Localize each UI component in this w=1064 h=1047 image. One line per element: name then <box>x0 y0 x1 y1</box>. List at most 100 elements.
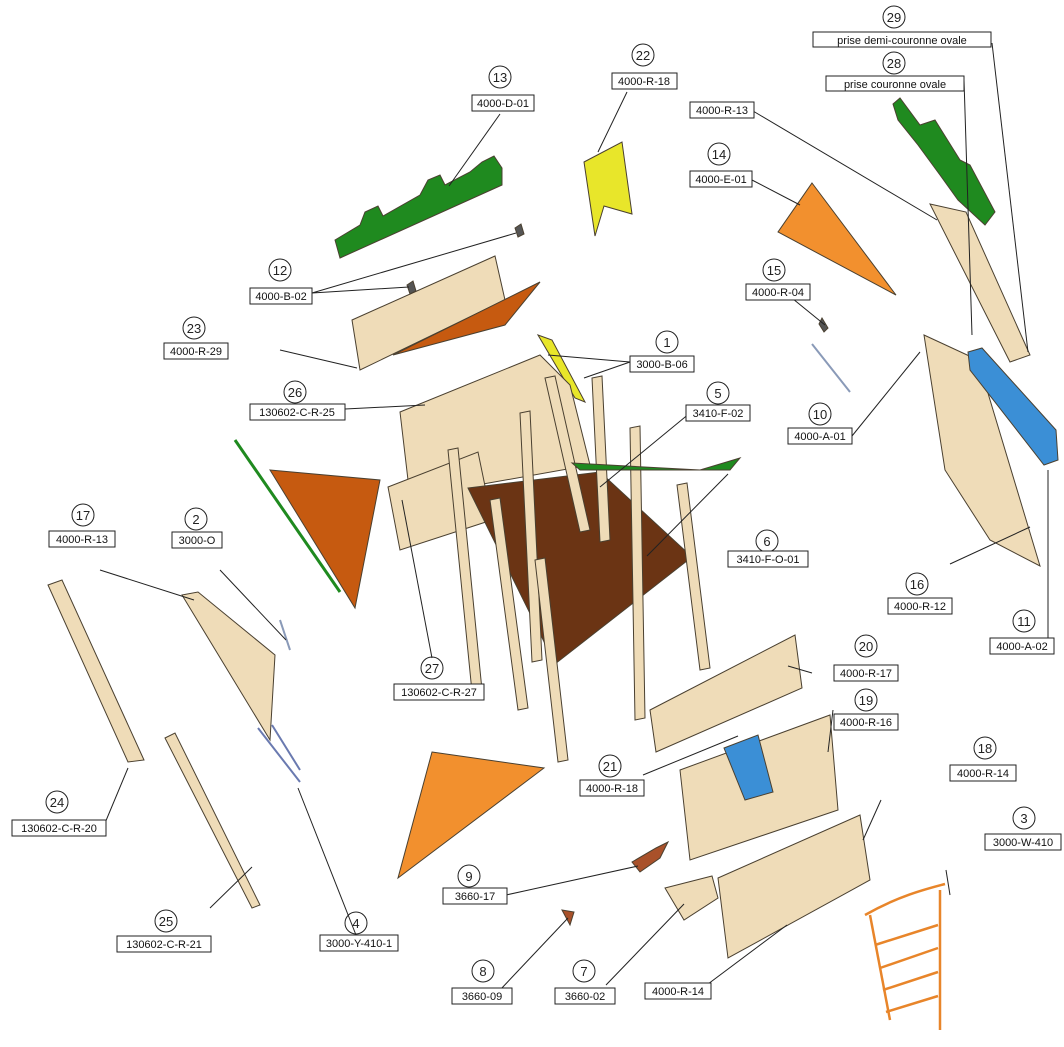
callout-number: 22 <box>636 48 650 63</box>
callout-code: 130602-C-R-21 <box>126 939 202 951</box>
callout-number: 29 <box>887 10 901 25</box>
callout-circle <box>1012 609 1036 633</box>
callout-number: 23 <box>187 321 201 336</box>
part-wood-wall-24 <box>47 579 145 763</box>
callout-box <box>745 283 811 301</box>
callout-code: 4000-R-13 <box>56 534 108 546</box>
callout-21: 21 4000-R-18 <box>579 754 645 797</box>
part-orange-tri-23 <box>392 281 541 356</box>
callout-box <box>833 664 899 682</box>
callout-number: 26 <box>288 385 302 400</box>
callout-number: 27 <box>425 661 439 676</box>
callout-circle <box>655 330 679 354</box>
part-pin-12 <box>406 280 417 295</box>
callout-number: 14 <box>712 147 726 162</box>
part-posts <box>447 375 711 763</box>
callout-12: 12 4000-B-02 <box>249 258 313 305</box>
part-blue-flag-21 <box>723 734 774 801</box>
callout-circle <box>45 790 69 814</box>
callout-code: 4000-R-18 <box>586 783 638 795</box>
callout-box <box>171 531 223 549</box>
callout-code: 4000-A-02 <box>996 641 1047 653</box>
callout-number: 21 <box>603 759 617 774</box>
callout-number: 17 <box>76 508 90 523</box>
callout-box <box>685 404 751 422</box>
callout-code: 130602-C-R-27 <box>401 687 477 699</box>
callout-6: 6 3410-F-O-01 <box>727 529 809 568</box>
callout-25: 25 130602-C-R-21 <box>116 909 212 953</box>
callout-code: 3000-B-06 <box>636 359 687 371</box>
callout-circle <box>488 65 512 89</box>
callout-16: 16 4000-R-12 <box>887 572 953 615</box>
callout-15: 15 4000-R-04 <box>745 258 811 301</box>
part-ladder-3 <box>864 882 946 1030</box>
callout-24: 24 130602-C-R-20 <box>11 790 107 837</box>
callout-box <box>887 597 953 615</box>
callout-5: 5 3410-F-02 <box>685 381 751 422</box>
callout-number: 20 <box>859 639 873 654</box>
callout-box <box>644 982 712 1000</box>
callout-code: 3410-F-O-01 <box>737 554 800 566</box>
callout-code: 4000-R-14 <box>652 986 704 998</box>
callout-code: 4000-R-14 <box>957 768 1009 780</box>
callout-code: 3660-17 <box>455 891 495 903</box>
callout-box <box>442 887 508 905</box>
callout-circle <box>808 402 832 426</box>
part-orange-tri-bottom <box>397 751 546 880</box>
callout-box <box>471 94 535 112</box>
part-wood-wall-25 <box>164 732 261 909</box>
callout-box <box>249 287 313 305</box>
callout-code: 4000-A-01 <box>794 431 845 443</box>
callout-9: 9 3660-17 <box>442 864 508 905</box>
callout-number: 28 <box>887 56 901 71</box>
part-green-crenel-left <box>334 155 503 259</box>
callout-circle <box>344 911 368 935</box>
callout-number: 2 <box>192 512 199 527</box>
callout-29: 29 prise demi-couronne ovale <box>812 5 992 48</box>
callout-8: 8 3660-09 <box>451 959 513 1005</box>
callout-7: 7 3660-02 <box>554 959 616 1005</box>
callout-23: 23 4000-R-29 <box>163 316 229 360</box>
callout-number: 15 <box>767 263 781 278</box>
callout-circle <box>706 381 730 405</box>
part-wood-panel-18 <box>717 814 871 959</box>
callout-number: 19 <box>859 693 873 708</box>
callout-circle <box>457 864 481 888</box>
callout-number: 7 <box>580 964 587 979</box>
callout-number: 16 <box>910 577 924 592</box>
part-wood-beam-20 <box>649 634 803 753</box>
callout-code: 3410-F-02 <box>693 408 744 420</box>
part-blue-panel-11 <box>967 347 1059 466</box>
callout-circle <box>268 258 292 282</box>
part-rod-15 <box>811 343 851 393</box>
part-green-rail-5 <box>570 457 742 471</box>
callout-circle <box>882 5 906 29</box>
part-ladder-small-4 <box>257 724 301 783</box>
callout-box <box>249 403 346 421</box>
part-orange-tri-left <box>269 469 381 610</box>
part-handle-15 <box>818 316 829 333</box>
callout-circle <box>762 258 786 282</box>
callout-box <box>833 713 899 731</box>
callout-22: 22 4000-R-18 <box>611 43 678 90</box>
callout-2: 2 3000-O <box>171 507 223 549</box>
callout-number: 13 <box>493 70 507 85</box>
callout-code: prise demi-couronne ovale <box>837 35 967 47</box>
callout-box <box>727 550 809 568</box>
callout-code: 4000-R-12 <box>894 601 946 613</box>
callout-code: 4000-B-02 <box>255 291 306 303</box>
callout-circle <box>973 736 997 760</box>
callout-box <box>11 819 107 837</box>
callout-circle <box>154 909 178 933</box>
callout-11: 11 4000-A-02 <box>989 609 1055 655</box>
callout-14: 14 4000-E-01 <box>689 142 753 188</box>
callout-code: 4000-R-04 <box>752 287 804 299</box>
part-orange-tri-14 <box>777 182 897 296</box>
callout-code: 130602-C-R-20 <box>21 823 97 835</box>
callout-box <box>163 342 229 360</box>
callout-box <box>825 75 965 92</box>
callout-box <box>949 764 1017 782</box>
part-wood-plate-7 <box>664 875 719 921</box>
callout-circle <box>420 656 444 680</box>
callout-circle <box>471 959 495 983</box>
